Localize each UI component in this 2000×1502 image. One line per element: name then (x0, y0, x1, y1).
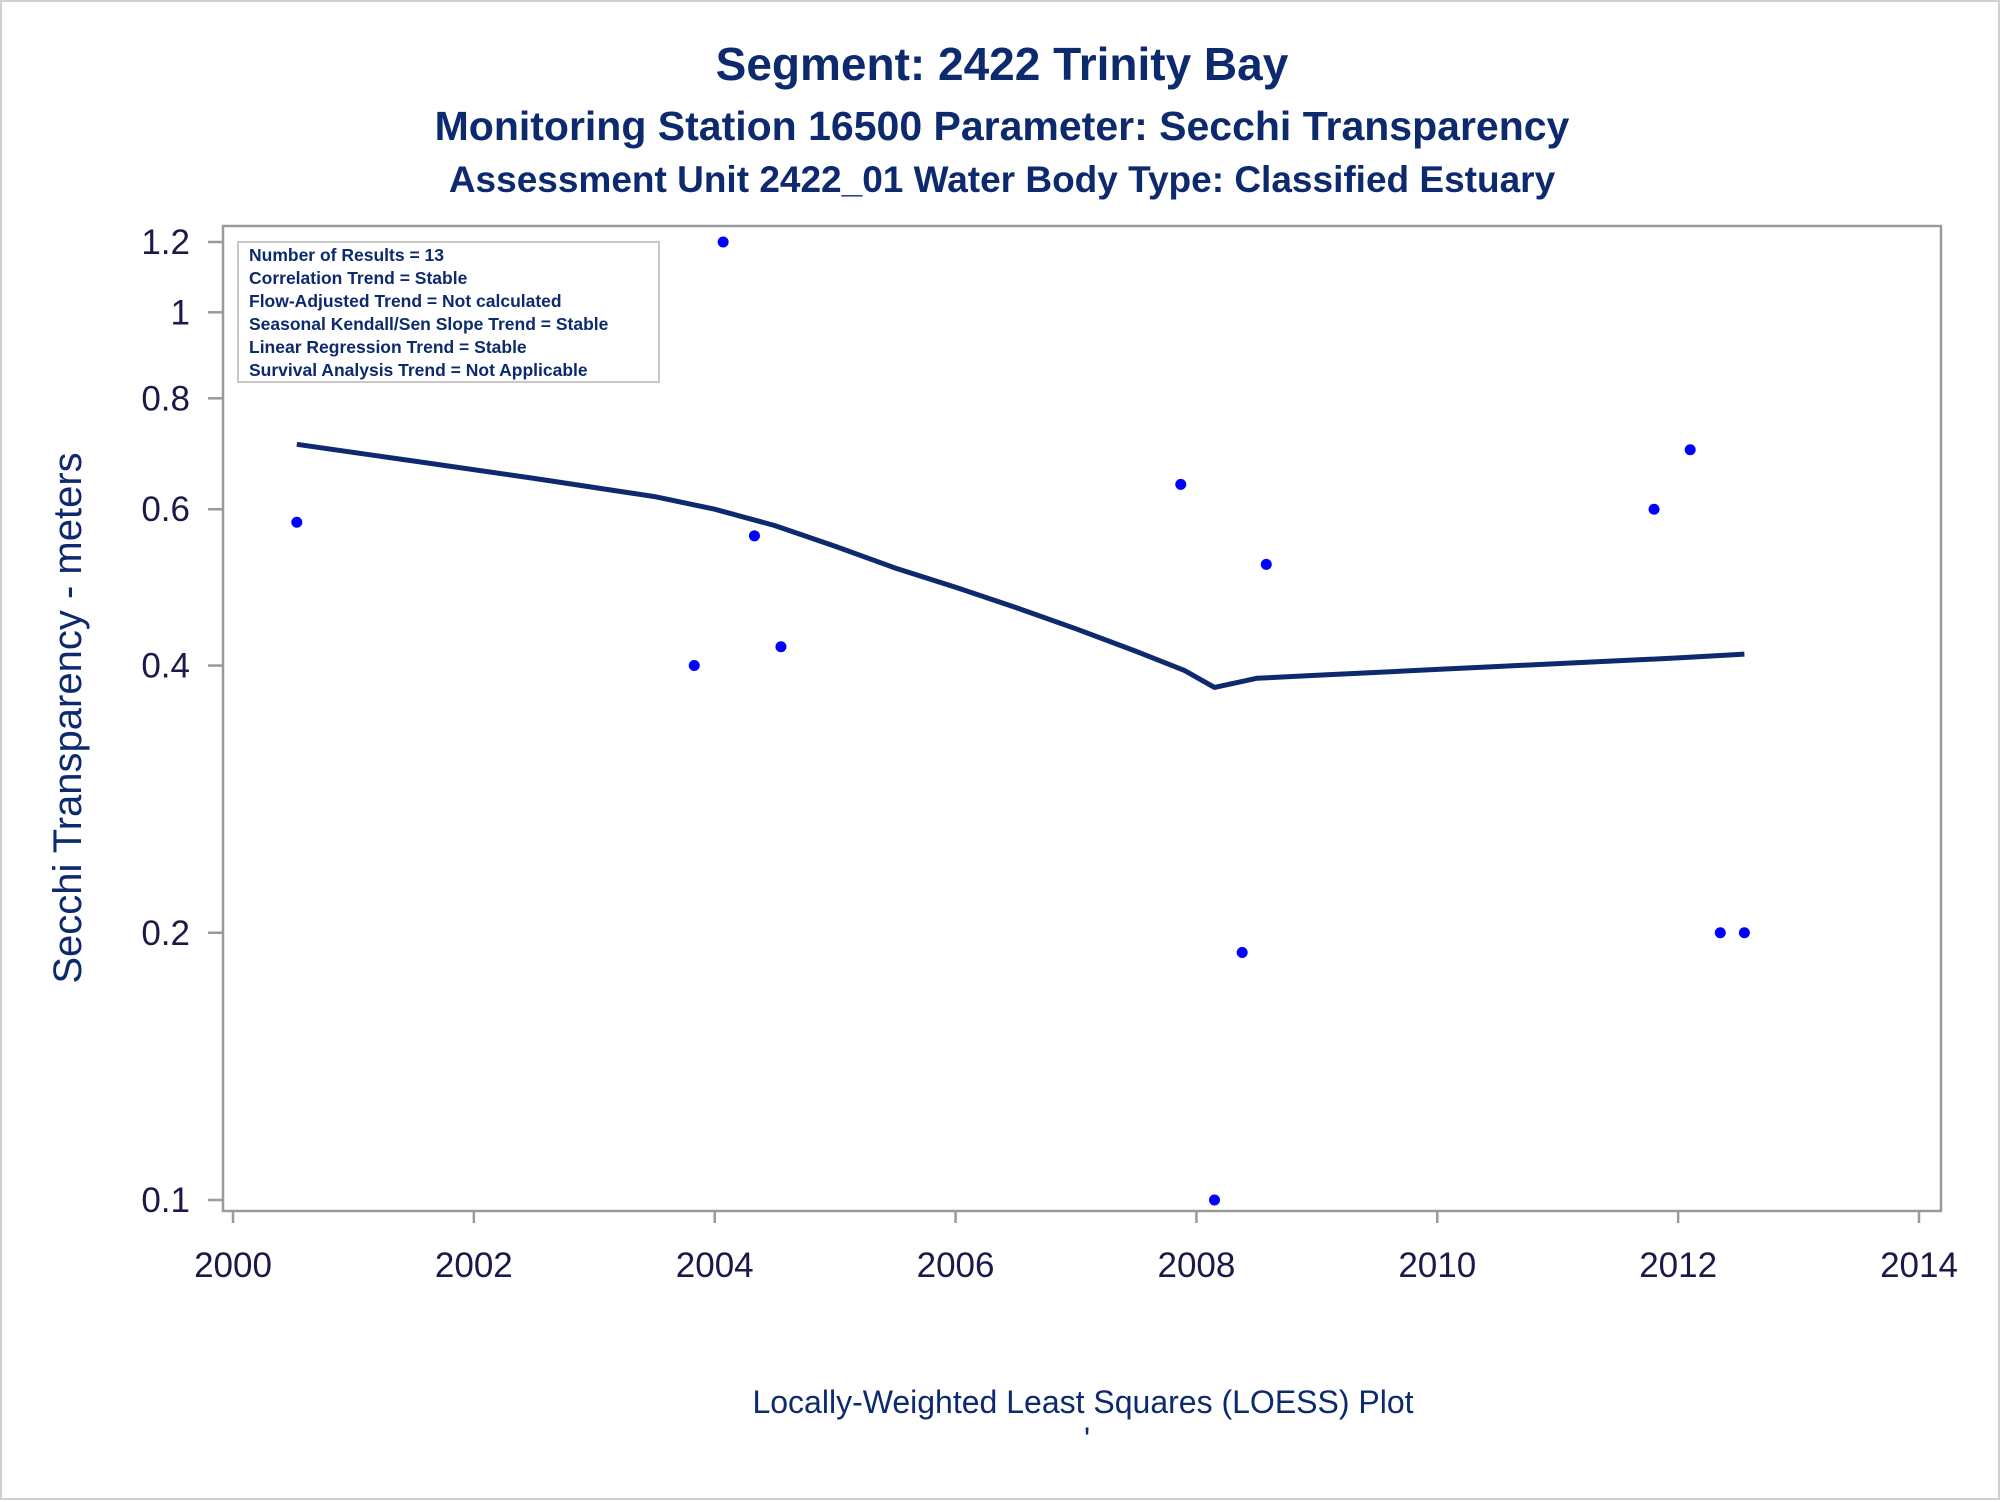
series-layer (291, 236, 1750, 1206)
stats-line: Seasonal Kendall/Sen Slope Trend = Stabl… (249, 314, 609, 334)
chart-title: Segment: 2422 Trinity Bay (716, 38, 1289, 90)
x-tick-label: 2010 (1398, 1246, 1476, 1285)
data-point (1648, 503, 1660, 515)
data-point (1738, 927, 1750, 939)
y-tick-label: 0.6 (141, 490, 190, 529)
y-tick-label: 1 (171, 293, 190, 332)
y-tick-label: 0.2 (141, 914, 190, 953)
x-tick-label: 2012 (1639, 1246, 1717, 1285)
y-axis: 0.1 0.2 0.4 0.6 0.8 1 1.2 (141, 223, 223, 1220)
data-point (1714, 927, 1726, 939)
data-point (775, 641, 787, 653)
data-point (1208, 1194, 1220, 1206)
footer-mark: ' (1084, 1421, 1090, 1457)
y-axis-title: Secchi Transparency - meters (46, 452, 90, 983)
data-point (1260, 558, 1272, 570)
y-tick-label: 0.1 (141, 1181, 190, 1220)
stats-line: Flow-Adjusted Trend = Not calculated (249, 291, 562, 311)
plot-area (221, 224, 1943, 1213)
stats-line: Linear Regression Trend = Stable (249, 337, 527, 357)
stats-line: Correlation Trend = Stable (249, 268, 468, 288)
data-point (748, 530, 760, 542)
y-tick-label: 1.2 (141, 223, 190, 262)
data-point (1684, 444, 1696, 456)
x-tick-label: 2002 (435, 1246, 513, 1285)
data-point (688, 660, 700, 672)
chart-subtitle: Monitoring Station 16500 Parameter: Secc… (435, 103, 1570, 149)
stats-line: Survival Analysis Trend = Not Applicable (249, 360, 588, 380)
y-tick-label: 0.8 (141, 379, 190, 418)
chart-subtitle-2: Assessment Unit 2422_01 Water Body Type:… (449, 159, 1556, 200)
x-tick-label: 2006 (917, 1246, 995, 1285)
x-tick-label: 2004 (676, 1246, 754, 1285)
data-point (717, 236, 729, 248)
data-point (291, 516, 303, 528)
stats-line: Number of Results = 13 (249, 245, 444, 265)
x-tick-label: 2000 (194, 1246, 272, 1285)
y-tick-label: 0.4 (141, 647, 190, 686)
stats-box: Number of Results = 13 Correlation Trend… (237, 241, 660, 383)
x-tick-label: 2014 (1880, 1246, 1958, 1285)
stats-box-border (237, 241, 660, 383)
loess-line (296, 441, 1745, 690)
data-point (1236, 947, 1248, 959)
x-axis: 2000 2002 2004 2006 2008 2010 2012 2014 (194, 1211, 1958, 1285)
x-tick-label: 2008 (1157, 1246, 1235, 1285)
data-point (1175, 478, 1187, 490)
footer-caption: Locally-Weighted Least Squares (LOESS) P… (752, 1384, 1413, 1420)
